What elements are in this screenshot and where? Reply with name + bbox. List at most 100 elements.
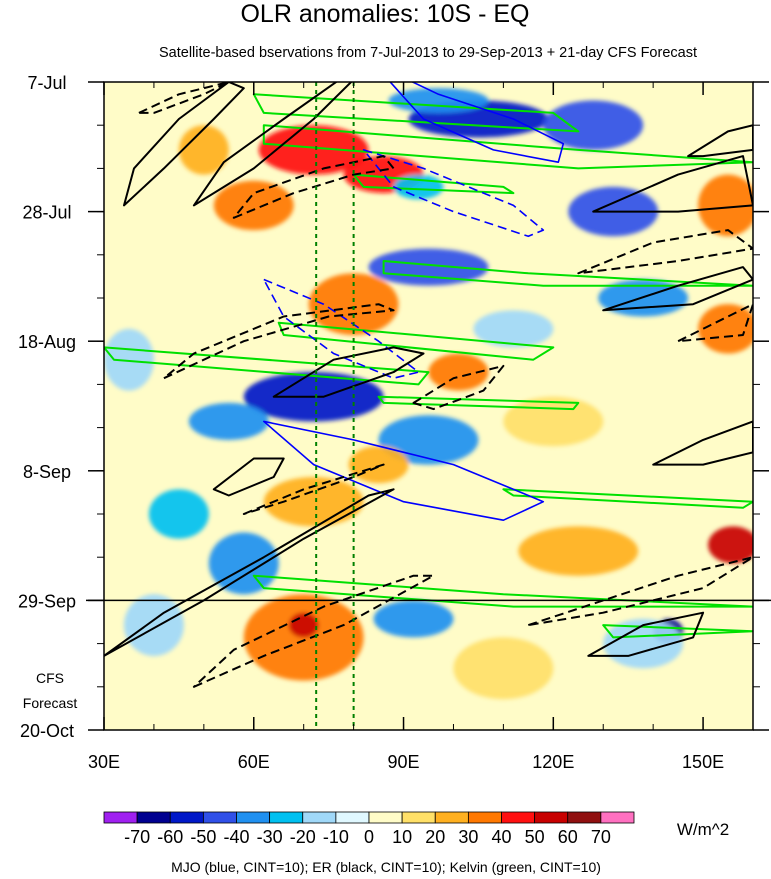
x-tick-label: 60E [238,752,270,772]
colorbar-label: -10 [323,827,349,847]
chart-subtitle: Satellite-based bservations from 7-Jul-2… [159,45,697,61]
colorbar-swatch-12 [501,811,536,824]
er-contour-2 [232,155,395,219]
x-tick-label: 90E [388,752,420,772]
colorbar-swatch-8 [368,811,403,824]
colorbar-label: -40 [223,827,249,847]
mjo-contours [263,82,565,521]
mjo-contour-1 [362,149,545,238]
er-contour-7 [242,463,385,515]
er-contour-17 [687,124,753,158]
kelvin-contour-1 [262,124,753,170]
kelvin-contours [104,93,753,639]
x-tick-label: 150E [682,752,724,772]
colorbar-label: 0 [364,827,374,847]
anomaly-blob-20 [148,489,209,539]
anomaly-blob-15 [188,402,269,440]
er-contours [104,82,753,688]
colorbar-swatch-0 [103,811,138,824]
x-tick-label: 30E [88,752,120,772]
y-axis: 7-Jul 28-Jul 18-Aug 8-Sep 29-Sep 20-Oct [18,73,769,741]
y-tick-label: 8-Sep [23,462,71,482]
anomaly-blob-33 [473,310,554,348]
colorbar-swatch-10 [434,811,469,824]
anomaly-blob-24 [243,594,364,681]
mjo-contour-3 [263,420,545,521]
forecast-label-line1: CFS [36,670,64,686]
colorbar-label: -20 [290,827,316,847]
anomaly-blob-5 [543,100,644,150]
kelvin-contour-0 [252,93,580,133]
er-contour-3 [162,303,395,380]
colorbar-label: 60 [558,827,578,847]
anomaly-blob-0 [258,125,369,175]
x-axis: 30E 60E 90E 120E 150E [88,82,754,772]
colorbar-swatch-7 [335,811,370,824]
kelvin-contour-3 [382,260,753,287]
colorbar-label: -70 [124,827,150,847]
er-contour-10 [592,155,753,213]
colorbar-swatch-2 [169,811,204,824]
kelvin-contour-8 [252,574,753,608]
mjo-contour-0 [389,82,565,163]
colorbar-swatch-9 [401,811,436,824]
anomaly-blob-9 [698,174,753,237]
kelvin-contour-2 [352,173,515,195]
kelvin-contour-5 [104,346,430,386]
kelvin-contour-9 [602,624,753,639]
anomaly-blob-29 [123,594,184,656]
colorbar-label: 20 [425,827,445,847]
er-contour-8 [104,488,395,657]
anomaly-blob-21 [208,532,279,595]
anomaly-blob-10 [368,248,489,286]
anomaly-blob-31 [104,328,154,391]
er-contour-16 [587,611,705,657]
colorbar-swatch-5 [269,811,304,824]
anomaly-blob-26 [373,600,454,638]
colorbar-label: 50 [525,827,545,847]
colorbar-swatch-11 [467,811,502,824]
mjo-contour-2 [263,278,420,379]
kelvin-contour-6 [377,395,580,411]
colorbar-swatch-1 [136,811,171,824]
anomaly-blob-11 [308,273,399,336]
colorbar-label: -30 [257,827,283,847]
anomaly-blob-3 [178,125,229,175]
er-contour-1 [192,82,353,207]
y-tick-label: 28-Jul [22,203,71,223]
colorbar-label: 10 [392,827,412,847]
colorbar-swatch-4 [236,811,271,824]
anomaly-blob-25 [288,612,319,638]
colorbar-swatch-3 [202,811,237,824]
contour-legend: MJO (blue, CINT=10); ER (black, CINT=10)… [171,859,601,875]
y-tick-label: 29-Sep [18,591,76,611]
plot-frame [103,81,754,731]
chart-title: OLR anomalies: 10S - EQ [240,0,529,28]
er-contour-14 [652,420,753,466]
colorbar-swatch-6 [302,811,337,824]
anomaly-blob-16 [428,353,489,391]
er-contour-9 [192,574,435,688]
colorbar-swatch-15 [600,811,635,824]
y-tick-label: 7-Jul [27,73,66,93]
colorbar-swatch-13 [534,811,569,824]
anomaly-blob-30 [453,637,554,700]
y-tick-label: 20-Oct [20,721,74,741]
colorbar: -70 -60 -50 -40 -30 -20 -10 0 10 20 30 40 50 60 70 [103,811,635,847]
colorbar-units: W/m^2 [677,820,729,839]
er-contour-0 [123,82,245,207]
anomaly-blob-23 [708,526,753,564]
kelvin-contour-7 [502,488,753,509]
colorbar-swatch-14 [567,811,602,824]
er-contour-5 [412,364,505,411]
reference-longitude-lines [315,82,355,730]
colorbar-label: -50 [190,827,216,847]
anomaly-blob-22 [518,526,639,576]
er-contour-18 [137,82,230,114]
colorbar-label: 70 [591,827,611,847]
anomaly-blob-32 [503,396,604,447]
colorbar-label: 30 [458,827,478,847]
er-contour-6 [212,457,285,497]
anomaly-blob-2 [213,180,294,231]
